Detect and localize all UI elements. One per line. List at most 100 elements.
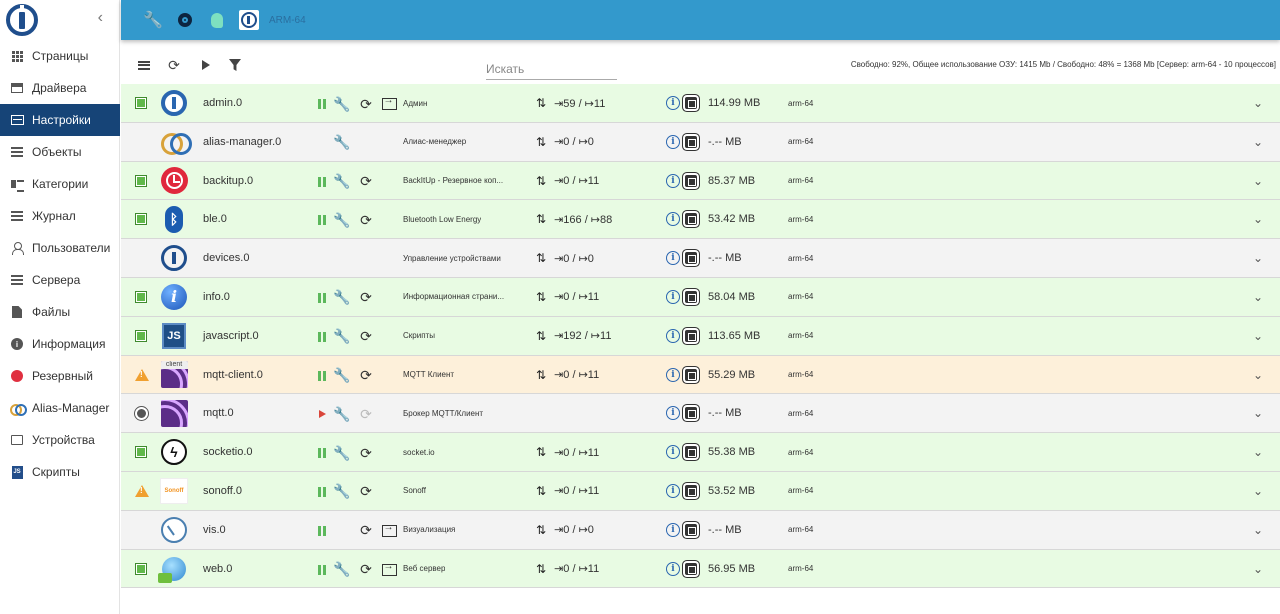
reload-icon[interactable]: ⟳ bbox=[360, 173, 372, 190]
reload-icon[interactable]: ⟳ bbox=[360, 289, 372, 306]
status-indicator[interactable] bbox=[135, 394, 149, 432]
search-input[interactable] bbox=[486, 58, 617, 80]
wrench-icon[interactable]: 🔧 bbox=[333, 289, 351, 306]
expand-chevron-icon[interactable]: ⌄ bbox=[1253, 173, 1264, 188]
info-icon[interactable]: i bbox=[666, 406, 680, 421]
expand-chevron-icon[interactable]: ⌄ bbox=[1253, 561, 1264, 576]
sidebar-item-drivers[interactable]: Драйвера bbox=[0, 72, 120, 104]
pause-icon[interactable] bbox=[315, 563, 329, 577]
sidebar-item-backup[interactable]: Резервный bbox=[0, 360, 120, 392]
open-web-icon[interactable] bbox=[381, 561, 397, 577]
wrench-icon[interactable]: 🔧 bbox=[143, 12, 163, 29]
wrench-icon[interactable]: 🔧 bbox=[333, 134, 351, 151]
info-icon[interactable]: i bbox=[666, 251, 680, 266]
sidebar-item-pages[interactable]: Страницы bbox=[0, 40, 120, 72]
wrench-icon[interactable]: 🔧 bbox=[333, 95, 351, 112]
info-icon[interactable]: i bbox=[666, 561, 680, 576]
info-icon[interactable]: i bbox=[666, 134, 680, 149]
pause-icon[interactable] bbox=[315, 446, 329, 460]
reload-icon[interactable]: ⟳ bbox=[360, 444, 372, 461]
reload-icon[interactable]: ⟳ bbox=[360, 95, 372, 112]
host-logo-icon[interactable] bbox=[233, 0, 265, 40]
play-icon[interactable] bbox=[315, 407, 329, 421]
sidebar-item-alias-manager[interactable]: Alias-Manager bbox=[0, 392, 120, 424]
open-web-icon[interactable] bbox=[381, 522, 397, 538]
wrench-icon[interactable]: 🔧 bbox=[333, 561, 351, 578]
list-view-icon[interactable] bbox=[135, 56, 153, 74]
expert-mode-gear-icon[interactable] bbox=[169, 0, 201, 40]
reload-icon[interactable]: ⟳ bbox=[360, 522, 372, 539]
info-icon[interactable]: i bbox=[666, 289, 680, 304]
sidebar-item-categories[interactable]: Категории bbox=[0, 168, 120, 200]
wrench-icon[interactable]: 🔧 bbox=[333, 444, 351, 461]
sidebar-item-scripts[interactable]: JS Скрипты bbox=[0, 456, 120, 488]
status-indicator[interactable] bbox=[135, 356, 149, 394]
expand-chevron-icon[interactable]: ⌄ bbox=[1253, 445, 1264, 460]
sidebar-item-objects[interactable]: Объекты bbox=[0, 136, 120, 168]
events-count: ⇥166 / ↦88 bbox=[554, 213, 613, 226]
expand-chevron-icon[interactable]: ⌄ bbox=[1253, 483, 1264, 498]
info-icon[interactable]: i bbox=[666, 173, 680, 188]
info-icon[interactable]: i bbox=[666, 445, 680, 460]
pause-icon[interactable] bbox=[315, 485, 329, 499]
reload-icon[interactable]: ⟳ bbox=[360, 328, 372, 345]
reload-icon[interactable]: ⟳ bbox=[360, 561, 372, 578]
theme-head-icon[interactable] bbox=[201, 0, 233, 40]
wrench-icon[interactable]: 🔧 bbox=[333, 405, 351, 422]
status-indicator[interactable] bbox=[135, 550, 149, 588]
refresh-icon[interactable]: ⟳ bbox=[168, 56, 180, 73]
sidebar-item-settings[interactable]: Настройки bbox=[0, 104, 120, 136]
reload-icon[interactable]: ⟳ bbox=[360, 367, 372, 384]
sidebar-item-devices[interactable]: Устройства bbox=[0, 424, 120, 456]
expand-chevron-icon[interactable]: ⌄ bbox=[1253, 212, 1264, 227]
status-indicator[interactable] bbox=[135, 200, 149, 238]
pause-icon[interactable] bbox=[315, 369, 329, 383]
collapse-sidebar-button[interactable]: ‹ bbox=[97, 9, 103, 26]
wrench-icon[interactable]: 🔧 bbox=[333, 328, 351, 345]
wrench-icon[interactable]: 🔧 bbox=[333, 211, 351, 228]
expand-chevron-icon[interactable]: ⌄ bbox=[1253, 367, 1264, 382]
instance-memory: 114.99 MB bbox=[708, 97, 761, 109]
pause-icon[interactable] bbox=[315, 97, 329, 111]
sidebar-item-log[interactable]: Журнал bbox=[0, 200, 120, 232]
info-icon[interactable]: i bbox=[666, 96, 680, 110]
sonoff-adapter-icon: Sonoff bbox=[159, 472, 189, 510]
open-web-icon[interactable] bbox=[381, 95, 397, 111]
info-icon[interactable]: i bbox=[666, 367, 680, 382]
sidebar-item-info[interactable]: i Информация bbox=[0, 328, 120, 360]
expand-chevron-icon[interactable]: ⌄ bbox=[1253, 522, 1264, 537]
play-icon[interactable] bbox=[197, 56, 215, 74]
pause-icon[interactable] bbox=[315, 524, 329, 538]
sidebar-item-files[interactable]: Файлы bbox=[0, 296, 120, 328]
status-indicator[interactable] bbox=[135, 472, 149, 510]
expand-chevron-icon[interactable]: ⌄ bbox=[1253, 96, 1264, 110]
status-indicator[interactable] bbox=[135, 317, 149, 355]
expand-chevron-icon[interactable]: ⌄ bbox=[1253, 289, 1264, 304]
expand-chevron-icon[interactable]: ⌄ bbox=[1253, 406, 1264, 421]
reload-icon[interactable]: ⟳ bbox=[360, 405, 372, 422]
filter-icon[interactable] bbox=[226, 56, 244, 74]
status-indicator[interactable] bbox=[135, 84, 149, 122]
info-icon[interactable]: i bbox=[666, 522, 680, 537]
info-icon[interactable]: i bbox=[666, 328, 680, 343]
status-indicator[interactable] bbox=[135, 278, 149, 316]
pause-icon[interactable] bbox=[315, 175, 329, 189]
status-indicator[interactable] bbox=[135, 162, 149, 200]
pause-icon[interactable] bbox=[315, 213, 329, 227]
reload-icon[interactable]: ⟳ bbox=[360, 483, 372, 500]
expand-chevron-icon[interactable]: ⌄ bbox=[1253, 134, 1264, 149]
wrench-icon[interactable]: 🔧 bbox=[333, 483, 351, 500]
status-indicator[interactable] bbox=[135, 433, 149, 471]
sidebar-item-hosts[interactable]: Сервера bbox=[0, 264, 120, 296]
iobroker-logo[interactable] bbox=[6, 4, 38, 36]
pause-icon[interactable] bbox=[315, 330, 329, 344]
reload-icon[interactable]: ⟳ bbox=[360, 211, 372, 228]
sidebar-item-users[interactable]: Пользователи bbox=[0, 232, 120, 264]
expand-chevron-icon[interactable]: ⌄ bbox=[1253, 251, 1264, 266]
wrench-icon[interactable]: 🔧 bbox=[333, 173, 351, 190]
expand-chevron-icon[interactable]: ⌄ bbox=[1253, 328, 1264, 343]
info-icon[interactable]: i bbox=[666, 212, 680, 227]
info-icon[interactable]: i bbox=[666, 483, 680, 498]
pause-icon[interactable] bbox=[315, 291, 329, 305]
wrench-icon[interactable]: 🔧 bbox=[333, 367, 351, 384]
